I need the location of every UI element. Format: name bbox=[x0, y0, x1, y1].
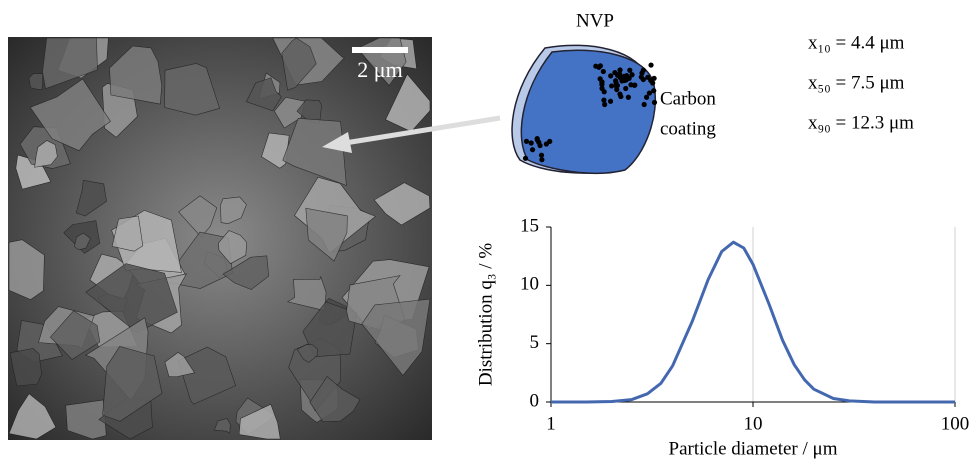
carbon-dot bbox=[623, 86, 628, 91]
carbon-dot bbox=[535, 136, 540, 141]
y-axis-label: Distribution q₃ / % bbox=[475, 243, 496, 386]
size-label: x₉₀ = 12.3 μm bbox=[808, 112, 914, 133]
carbon-dot bbox=[639, 74, 644, 79]
carbon-dot bbox=[608, 99, 613, 104]
x-axis-label: Particle diameter / μm bbox=[669, 438, 838, 459]
carbon-dot bbox=[617, 91, 622, 96]
x-tick-label: 1 bbox=[546, 413, 556, 434]
chart: 1 10 100 0 5 10 15 Particle diameter / μm Distri… bbox=[475, 215, 969, 459]
x-tick-label: 100 bbox=[941, 413, 969, 434]
carbon-dot bbox=[524, 139, 529, 144]
x-tick-label: 10 bbox=[744, 413, 763, 434]
carbon-dot bbox=[648, 62, 653, 67]
carbon-dot bbox=[613, 78, 618, 83]
carbon-dot bbox=[529, 140, 534, 145]
carbon-dot bbox=[628, 82, 633, 87]
carbon-dot bbox=[599, 86, 604, 91]
carbon-dot bbox=[651, 88, 656, 93]
carbon-dot bbox=[523, 156, 528, 161]
size-label: x₁₀ = 4.4 μm bbox=[808, 32, 905, 53]
coating-label: Carbon bbox=[660, 88, 716, 109]
sem-texture bbox=[29, 73, 43, 89]
size-label: x₅₀ = 7.5 μm bbox=[808, 72, 905, 93]
carbon-dot bbox=[544, 141, 549, 146]
carbon-dot bbox=[617, 67, 622, 72]
carbon-dot bbox=[539, 157, 544, 162]
carbon-dot bbox=[601, 98, 606, 103]
carbon-dot bbox=[537, 143, 542, 148]
sem-image: 2 μm bbox=[8, 37, 432, 440]
carbon-dot bbox=[642, 102, 647, 107]
carbon-dot bbox=[609, 83, 614, 88]
carbon-dot bbox=[596, 65, 601, 70]
carbon-dot bbox=[627, 68, 632, 73]
scale-bar-label: 2 μm bbox=[357, 57, 402, 82]
y-tick-label: 15 bbox=[520, 215, 539, 236]
coating-label: coating bbox=[660, 118, 716, 139]
figure: 2 μm NVP Carbon coating x₁₀ = 4.4 μm x₅₀ … bbox=[0, 0, 969, 465]
carbon-dot bbox=[645, 75, 650, 80]
carbon-dot bbox=[652, 100, 657, 105]
carbon-dot bbox=[608, 73, 613, 78]
schematic: NVP Carbon coating bbox=[512, 10, 716, 173]
carbon-dot bbox=[650, 80, 655, 85]
carbon-dot bbox=[599, 80, 604, 85]
y-tick-label: 0 bbox=[530, 390, 540, 411]
y-tick-label: 5 bbox=[530, 332, 540, 353]
carbon-dot bbox=[615, 73, 620, 78]
carbon-dot bbox=[530, 147, 535, 152]
carbon-dot bbox=[602, 102, 607, 107]
carbon-dot bbox=[614, 83, 619, 88]
carbon-dot bbox=[601, 69, 606, 74]
particle-label: NVP bbox=[576, 10, 614, 31]
carbon-dot bbox=[539, 153, 544, 158]
y-tick-label: 10 bbox=[520, 274, 539, 295]
carbon-dot bbox=[622, 74, 627, 79]
carbon-dot bbox=[626, 95, 631, 100]
